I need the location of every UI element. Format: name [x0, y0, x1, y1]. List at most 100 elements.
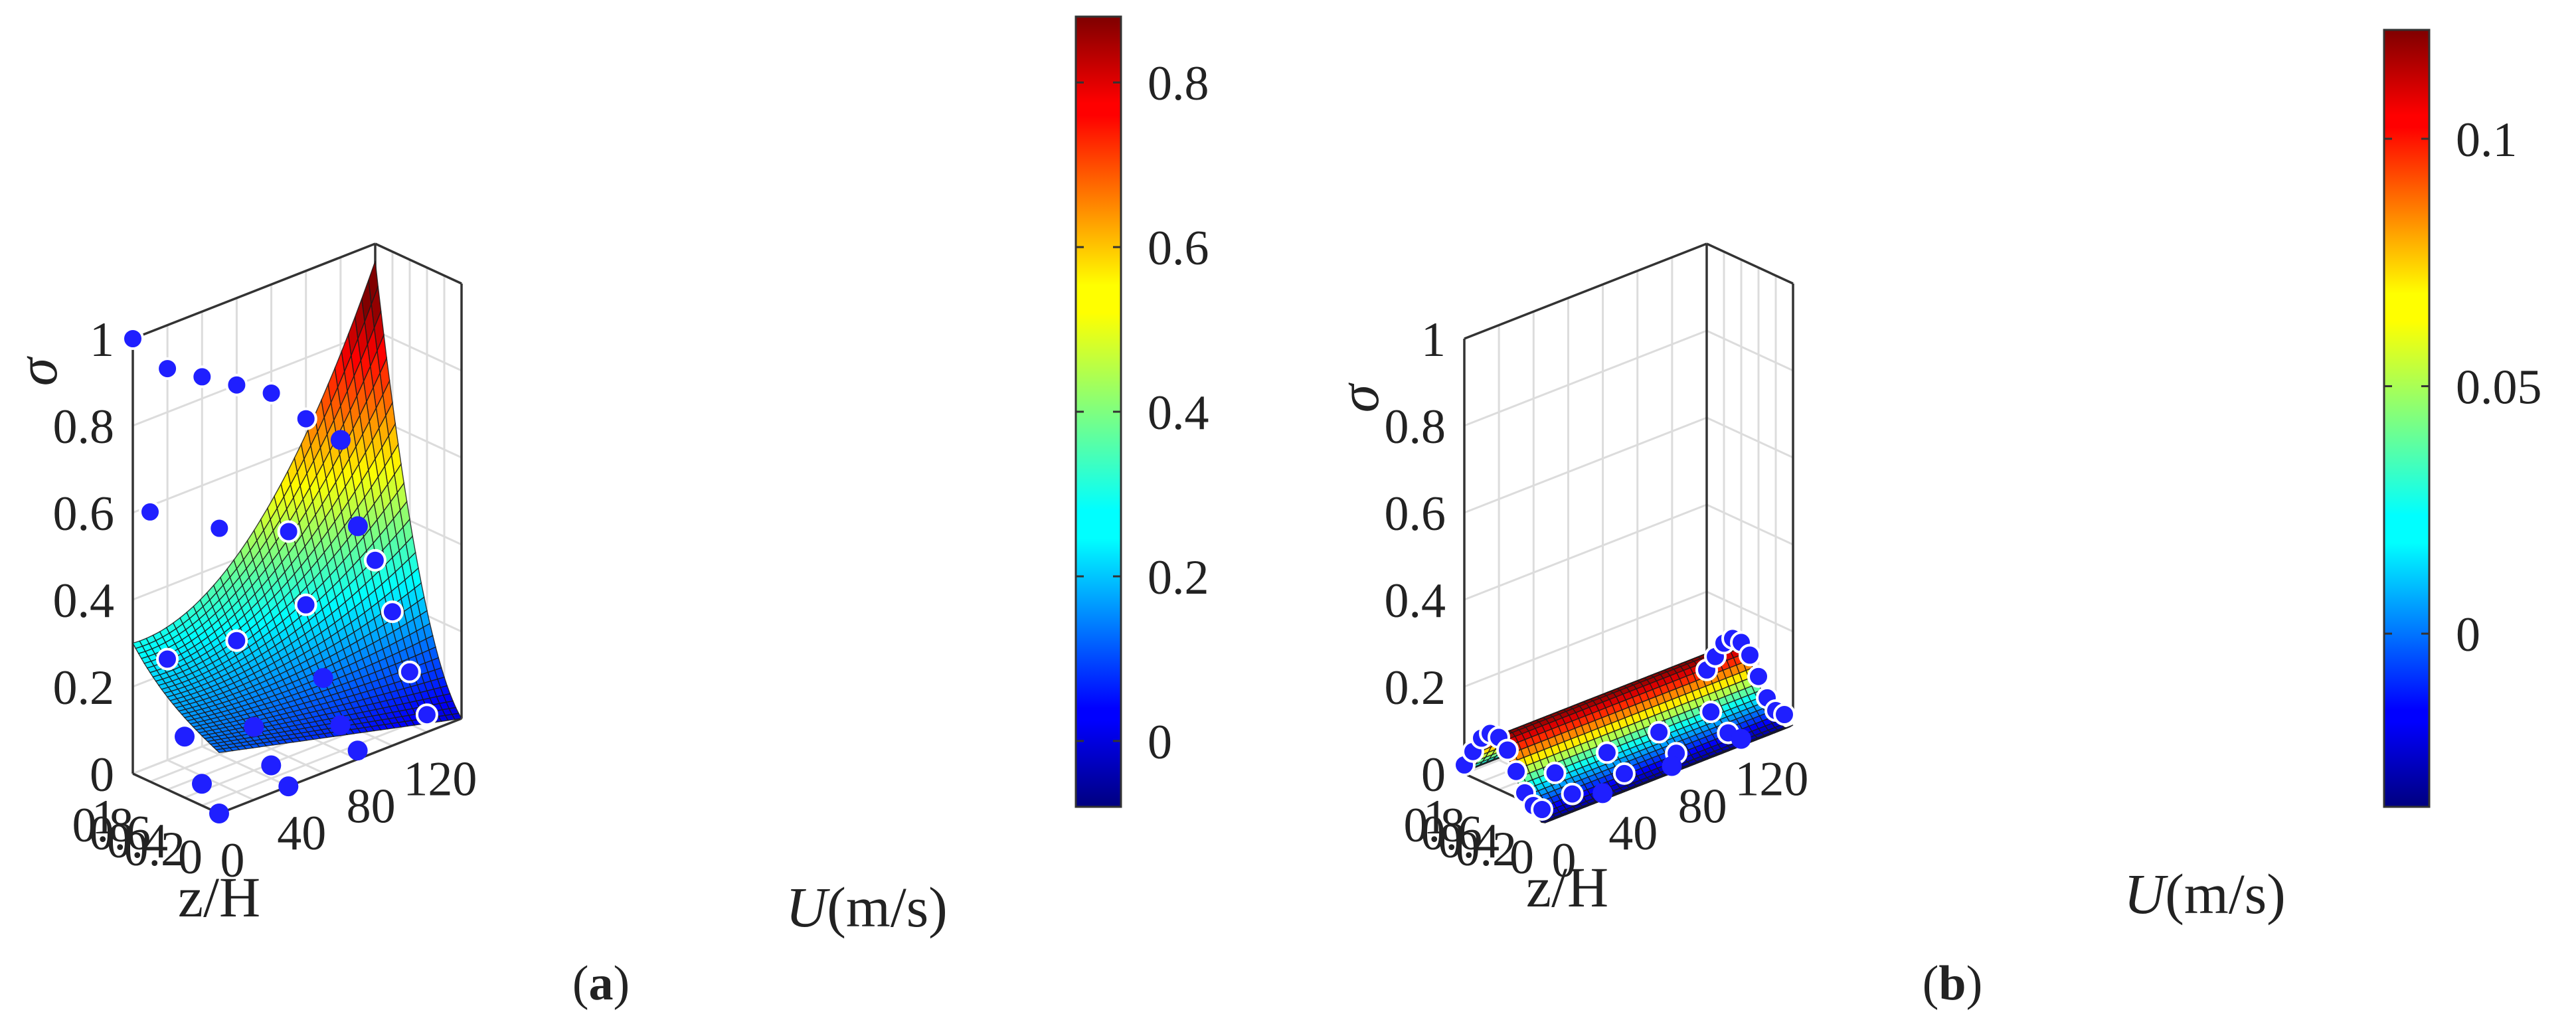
z-axis-label-b: σ	[1327, 382, 1391, 412]
colorbar-tick-label: 0	[2456, 608, 2480, 662]
panel-caption-letter-b: b	[1938, 956, 1966, 1011]
x-tick-label: 0.4	[1438, 814, 1500, 869]
z-tick-label: 0.8	[1385, 400, 1446, 454]
surface-patch	[1547, 817, 1558, 823]
box-edge	[218, 717, 462, 815]
points-a	[122, 327, 438, 823]
back-wall-right	[1707, 244, 1793, 719]
x-tick-label: 0.2	[1456, 822, 1517, 877]
y-tick-label: 0	[1552, 833, 1577, 888]
data-point	[1773, 703, 1796, 726]
wall-grid-s	[1464, 590, 1707, 688]
colorbar-tick-label: 0.6	[1148, 221, 1209, 276]
data-point	[277, 520, 300, 543]
data-point	[261, 755, 282, 776]
z-tick-label: 0	[90, 748, 114, 802]
data-point	[260, 382, 283, 404]
y-tick-label: 0	[220, 833, 245, 888]
data-point	[156, 357, 179, 381]
y-tick-label: 80	[347, 779, 396, 833]
z-tick-label: 1	[1421, 313, 1446, 367]
wall-grid-s	[1464, 329, 1707, 427]
z-tick-label: 0.8	[53, 400, 115, 454]
data-point	[1739, 643, 1761, 667]
wall-grid-s	[1464, 503, 1707, 601]
data-point	[313, 668, 333, 688]
data-point	[1731, 728, 1751, 749]
z-tick-label: 0	[1421, 748, 1446, 802]
data-point	[1662, 756, 1682, 776]
box-edge	[132, 242, 376, 340]
colorbar-b: 0 0.05 0.1	[2383, 29, 2542, 808]
panel-caption-b: (b)	[1923, 956, 1982, 1011]
data-point	[156, 647, 179, 671]
z-tick-label: 0.6	[1385, 487, 1446, 541]
colorbar-tick-label: 0.8	[1148, 56, 1209, 111]
colorbar-tick-label: 0.05	[2456, 361, 2542, 415]
floor-grid-u	[201, 745, 289, 788]
x-tick-label: 0	[1509, 830, 1534, 885]
data-point	[1595, 741, 1618, 764]
z-tick-label: 1	[90, 313, 114, 367]
x-tick-label: 0	[178, 830, 203, 885]
data-point	[278, 776, 299, 797]
data-point	[191, 365, 214, 388]
x-tick-label: 1	[1423, 790, 1448, 845]
wall-grid-s2	[1706, 416, 1794, 459]
data-point	[1699, 701, 1723, 723]
x-tick-label: 1	[92, 790, 116, 845]
data-point	[294, 407, 317, 430]
data-point	[398, 660, 421, 683]
wall-grid-s2	[1706, 590, 1794, 633]
back-wall-left	[1464, 244, 1707, 774]
y-tick-label: 40	[277, 806, 326, 861]
y-axis-label-var-b: U	[2124, 862, 2168, 926]
data-point	[244, 717, 264, 737]
y-axis-label-unit-a: (m/s)	[827, 875, 948, 939]
data-point	[1543, 761, 1567, 784]
colorbar-a: 0 0.2 0.4 0.6 0.8	[1074, 15, 1209, 808]
wall-grid-s	[1464, 416, 1707, 514]
z-tick-label: 0.4	[53, 574, 115, 628]
x-axis-label-a: z/H	[178, 865, 260, 929]
data-point	[347, 740, 368, 761]
data-point	[209, 804, 229, 823]
y-axis-label-var-a: U	[786, 875, 830, 939]
box-edge	[1464, 242, 1707, 340]
data-point	[415, 703, 438, 726]
z-tick-label: 0.4	[1385, 574, 1446, 628]
data-point	[208, 517, 231, 540]
wall-grid-s2	[1706, 503, 1794, 546]
wall-grid-s2	[375, 329, 462, 372]
data-point	[175, 726, 195, 747]
points-b	[1453, 627, 1796, 821]
data-point	[330, 715, 351, 735]
data-point	[330, 430, 351, 450]
y-axis-label-a: U(m/s)	[786, 875, 948, 939]
data-point	[1496, 738, 1519, 762]
z-tick-label: 0.6	[53, 487, 115, 541]
box-edge	[1706, 242, 1794, 285]
data-point	[225, 373, 248, 396]
y-tick-label: 80	[1678, 779, 1727, 833]
y-axis-label-b: U(m/s)	[2124, 862, 2286, 926]
z-tick-label: 0.2	[1385, 661, 1446, 715]
y-axis-label-unit-b: (m/s)	[2165, 862, 2286, 926]
data-point	[192, 774, 212, 794]
data-point	[1561, 782, 1584, 806]
surface-patch	[215, 748, 227, 754]
y-tick-label: 120	[403, 752, 477, 806]
data-point	[225, 629, 248, 652]
y-tick-label: 40	[1608, 806, 1658, 861]
data-point	[1648, 721, 1671, 744]
colorbar-tick-label: 0.2	[1148, 551, 1209, 605]
data-point	[1505, 760, 1527, 783]
data-point	[363, 549, 386, 572]
x-tick-label: 0.4	[107, 814, 169, 869]
z-tick-label: 0.2	[53, 661, 115, 715]
